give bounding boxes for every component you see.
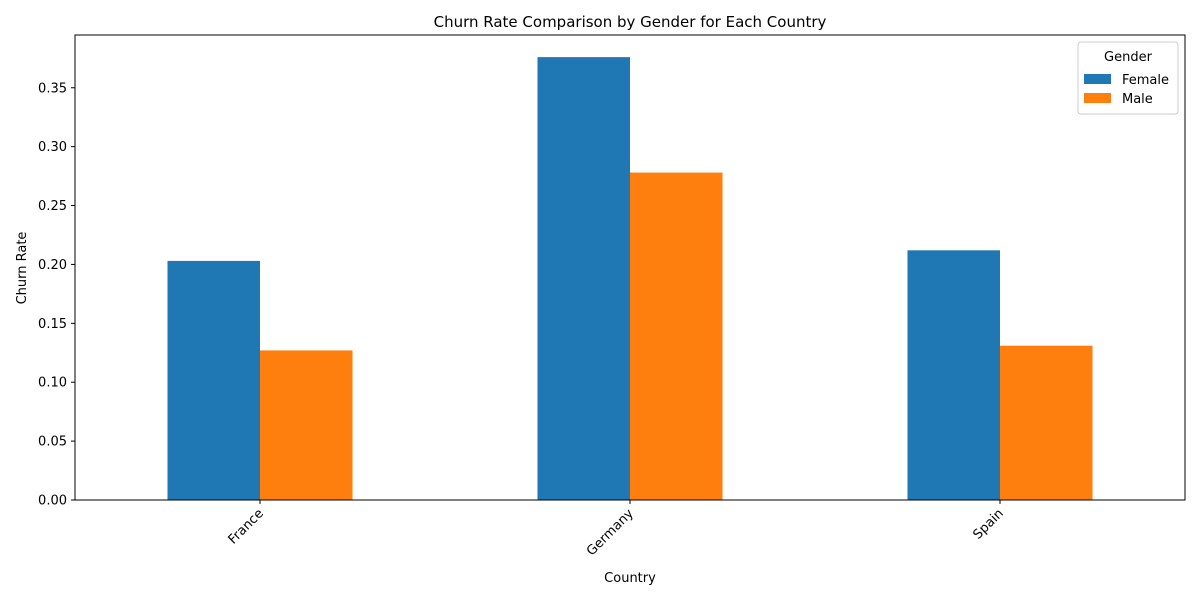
bar-male-spain	[1000, 345, 1093, 500]
x-axis-label: Country	[604, 571, 656, 586]
y-tick-label: 0.10	[38, 376, 67, 391]
legend-title: Gender	[1104, 50, 1153, 65]
y-tick-label: 0.30	[38, 140, 67, 155]
legend-swatch-male	[1084, 93, 1111, 103]
chart-title: Churn Rate Comparison by Gender for Each…	[434, 13, 827, 31]
bar-male-france	[260, 350, 353, 500]
y-tick-label: 0.35	[38, 81, 67, 96]
y-tick-label: 0.15	[38, 317, 67, 332]
y-tick-label: 0.25	[38, 199, 67, 214]
plot-frame	[74, 34, 1186, 501]
legend-label-female: Female	[1122, 73, 1169, 88]
y-tick-label: 0.05	[38, 435, 67, 450]
legend-swatch-female	[1084, 74, 1111, 84]
legend-label-male: Male	[1122, 92, 1153, 107]
bar-female-germany	[537, 57, 630, 501]
bar-female-france	[167, 260, 260, 500]
y-axis: 0.00 0.05 0.10 0.15 0.20 0.25 0.30 0.35	[38, 81, 75, 509]
legend: Gender Female Male	[1077, 41, 1179, 115]
y-tick-label: 0.00	[38, 494, 67, 509]
bar-male-germany	[630, 172, 723, 500]
bar-female-spain	[907, 250, 1000, 500]
y-axis-label: Churn Rate	[15, 232, 30, 305]
bars-group	[167, 57, 1093, 501]
y-tick-label: 0.20	[38, 258, 67, 273]
